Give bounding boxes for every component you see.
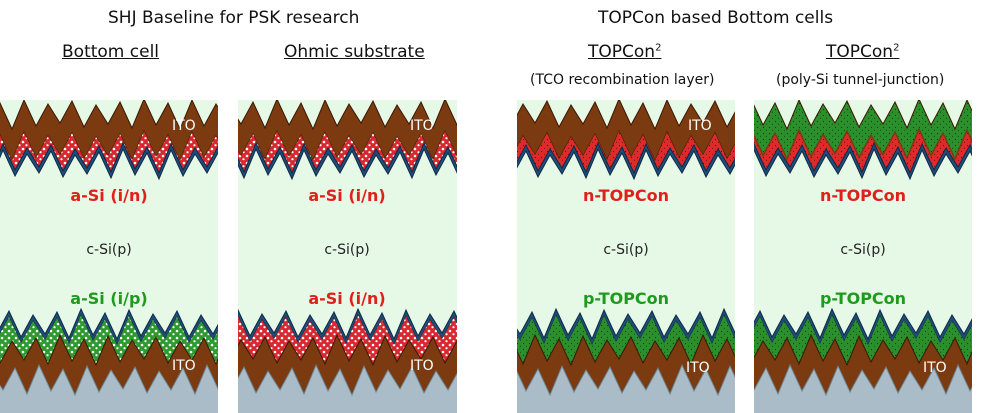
label-top-layer: a-Si (i/n) [308,186,385,205]
label-top-contact: ITO [410,118,434,134]
label-bottom-layer: a-Si (i/p) [70,289,147,308]
column-title-text: Bottom cell [62,42,160,62]
label-bottom-contact: ITO [923,360,947,376]
column-subtitle-tco: (TCO recombination layer) [530,72,715,88]
label-bottom-contact: ITO [686,360,710,376]
column-subtitle-polysi: (poly-Si tunnel-junction) [776,72,945,88]
cell-ohmic-substrate [238,100,457,413]
column-title-topcon-tco: TOPCon2 [588,42,661,62]
column-title-ohmic-substrate: Ohmic substrate [284,42,425,62]
label-top-contact: ITO [688,118,712,134]
column-title-sup: 2 [893,42,900,54]
label-bottom-layer: a-Si (i/n) [308,289,385,308]
cell-topcon-tco [517,100,735,413]
column-title-text: TOPCon [588,42,656,62]
label-bulk: c-Si(p) [840,242,885,258]
column-title-bottom-cell: Bottom cell [62,42,159,62]
label-bulk: c-Si(p) [86,242,131,258]
group-title-topcon: TOPCon based Bottom cells [598,8,834,28]
group-title-shj: SHJ Baseline for PSK research [108,8,360,28]
label-top-layer: n-TOPCon [583,186,669,205]
label-bulk: c-Si(p) [603,242,648,258]
column-title-text: TOPCon [826,42,894,62]
label-top-contact: ITO [172,118,196,134]
label-top-layer: n-TOPCon [820,186,906,205]
label-bulk: c-Si(p) [324,242,369,258]
cell-bottom-cell [0,100,218,413]
column-title-text: Ohmic substrate [284,42,425,62]
cell-topcon-polysi [754,100,972,413]
label-bottom-contact: ITO [172,358,196,374]
label-bottom-contact: ITO [410,358,434,374]
label-bottom-layer: p-TOPCon [820,289,906,308]
column-title-topcon-polysi: TOPCon2 [826,42,899,62]
label-bottom-layer: p-TOPCon [583,289,669,308]
label-top-layer: a-Si (i/n) [70,186,147,205]
column-title-sup: 2 [655,42,662,54]
